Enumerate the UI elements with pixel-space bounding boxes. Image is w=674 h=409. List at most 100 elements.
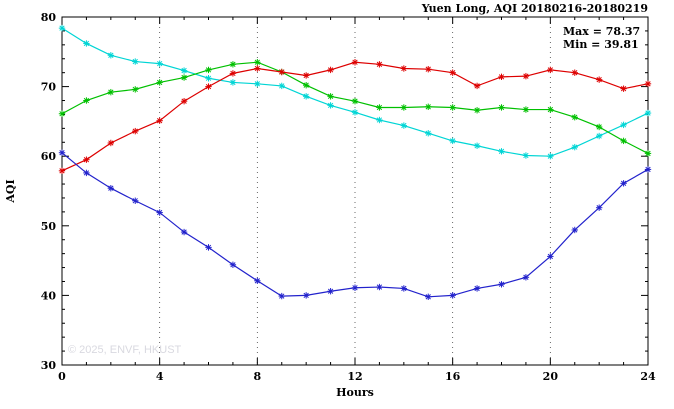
data-point-marker xyxy=(107,185,115,192)
data-point-marker xyxy=(180,74,188,81)
watermark: © 2025, ENVF, HKUST xyxy=(68,344,182,356)
data-point-marker xyxy=(473,285,481,292)
data-point-marker xyxy=(547,66,554,74)
data-point-marker xyxy=(205,244,212,251)
y-axis-label: AQI xyxy=(4,179,17,203)
data-point-marker xyxy=(254,80,261,88)
data-point-marker xyxy=(498,73,505,81)
data-point-marker xyxy=(547,153,554,160)
data-point-marker xyxy=(595,123,603,131)
data-point-marker xyxy=(351,284,359,291)
data-point-marker xyxy=(571,143,578,151)
series-red xyxy=(58,59,652,175)
series-line-red xyxy=(61,61,649,172)
x-tick-label: 20 xyxy=(543,370,559,383)
x-tick-label: 8 xyxy=(254,370,262,383)
data-point-marker xyxy=(58,110,66,117)
data-point-marker xyxy=(547,253,554,260)
data-point-marker xyxy=(351,59,359,66)
data-point-marker xyxy=(620,85,627,92)
data-point-marker xyxy=(107,88,115,96)
data-point-marker xyxy=(107,139,115,147)
series-blue xyxy=(58,149,652,300)
plot-layer: 0 4 8 12 16 20 24 30 40 50 60 70 80 xyxy=(41,11,656,383)
y-tick-label: 60 xyxy=(41,150,57,163)
data-point-marker xyxy=(571,69,578,76)
data-point-marker xyxy=(278,82,285,90)
data-point-marker xyxy=(58,24,66,32)
data-point-marker xyxy=(620,121,627,129)
data-point-marker xyxy=(400,104,408,111)
data-point-marker xyxy=(449,137,456,145)
data-point-marker xyxy=(132,58,139,65)
max-annotation: Max = 78.37 xyxy=(563,25,640,38)
data-point-marker xyxy=(58,149,66,156)
data-point-marker xyxy=(644,150,652,157)
data-point-marker xyxy=(254,277,261,284)
y-tick-label: 40 xyxy=(41,289,57,302)
data-point-marker xyxy=(425,293,432,300)
data-point-marker xyxy=(302,72,310,79)
series-cyan xyxy=(58,24,652,160)
data-point-marker xyxy=(327,102,334,109)
data-point-marker xyxy=(83,169,90,177)
data-point-marker xyxy=(83,40,90,47)
data-point-marker xyxy=(132,86,139,93)
y-tick-label: 50 xyxy=(41,220,57,233)
data-point-marker xyxy=(400,285,408,292)
data-point-marker xyxy=(473,142,481,149)
data-point-marker xyxy=(522,106,530,113)
data-point-marker xyxy=(205,83,212,90)
x-tick-label: 24 xyxy=(640,370,656,383)
data-point-marker xyxy=(229,261,237,268)
data-point-marker xyxy=(498,148,505,155)
chart-title: Yuen Long, AQI 20180216-20180219 xyxy=(421,2,648,15)
data-point-marker xyxy=(132,127,139,135)
x-tick-label: 16 xyxy=(445,370,461,383)
data-point-marker xyxy=(156,117,163,124)
data-point-marker xyxy=(400,122,408,129)
data-point-marker xyxy=(644,109,652,117)
data-point-marker xyxy=(229,79,237,86)
data-point-marker xyxy=(547,106,554,113)
y-tick-label: 80 xyxy=(41,11,57,24)
data-point-marker xyxy=(180,228,188,236)
y-tick-label: 30 xyxy=(41,359,57,372)
min-annotation: Min = 39.81 xyxy=(563,38,639,51)
data-point-marker xyxy=(205,75,212,82)
data-point-marker xyxy=(58,167,66,175)
data-point-marker xyxy=(278,68,285,76)
data-point-marker xyxy=(473,107,481,114)
data-point-marker xyxy=(132,197,139,204)
data-point-marker xyxy=(83,156,90,163)
gridlines xyxy=(159,17,551,365)
data-point-marker xyxy=(620,137,627,145)
data-point-marker xyxy=(620,180,627,187)
data-point-marker xyxy=(254,65,261,72)
data-point-marker xyxy=(376,61,383,68)
data-point-marker xyxy=(449,292,456,299)
data-point-marker xyxy=(302,82,310,89)
chart-labels: Yuen Long, AQI 20180216-20180219 Max = 7… xyxy=(4,2,648,399)
data-point-marker xyxy=(425,130,432,137)
y-tick-label: 70 xyxy=(41,81,57,94)
x-tick-label: 4 xyxy=(156,370,164,383)
data-point-marker xyxy=(229,61,237,68)
data-point-marker xyxy=(425,66,432,73)
x-tick-label: 0 xyxy=(58,370,66,383)
data-point-marker xyxy=(522,72,530,80)
data-point-marker xyxy=(376,116,383,124)
data-point-marker xyxy=(376,104,383,111)
x-axis-label: Hours xyxy=(336,386,374,399)
data-point-marker xyxy=(400,65,408,72)
data-point-marker xyxy=(498,104,505,111)
data-point-marker xyxy=(107,52,115,59)
data-point-marker xyxy=(376,283,383,291)
data-point-marker xyxy=(351,109,359,116)
x-tick-label: 12 xyxy=(347,370,362,383)
data-point-marker xyxy=(302,292,310,299)
data-point-marker xyxy=(180,98,188,105)
data-point-marker xyxy=(522,274,530,281)
data-point-marker xyxy=(351,98,359,105)
